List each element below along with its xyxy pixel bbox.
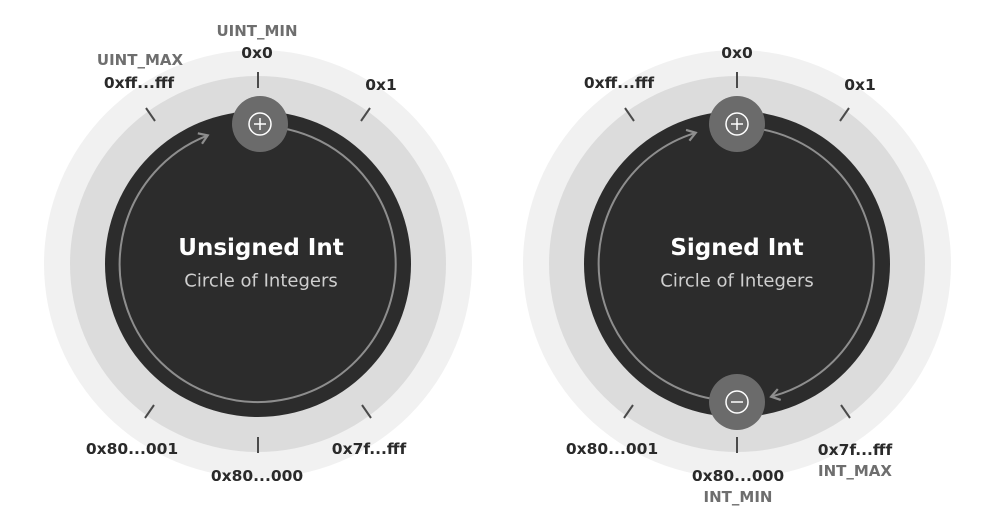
signed-bottom-right-value: 0x7f...fff xyxy=(817,441,893,459)
unsigned-subtitle: Circle of Integers xyxy=(184,270,338,292)
int-min-label: INT_MIN xyxy=(703,488,773,506)
signed-top-right-value: 0x1 xyxy=(844,76,876,94)
int-max-label: INT_MAX xyxy=(818,462,892,480)
uint-min-label: UINT_MIN xyxy=(216,22,298,40)
signed-tick-bottom-right xyxy=(840,404,851,419)
signed-bottom-left-value: 0x80...001 xyxy=(565,440,659,458)
minus-circle-icon xyxy=(725,390,749,414)
signed-top-value: 0x0 xyxy=(721,44,753,62)
unsigned-tick-top-left xyxy=(145,107,156,122)
unsigned-plus-badge xyxy=(232,96,288,152)
signed-subtitle: Circle of Integers xyxy=(660,270,814,292)
signed-left-arrow xyxy=(597,128,728,402)
signed-top-left-value: 0xff...fff xyxy=(583,74,655,92)
unsigned-top-value: 0x0 xyxy=(241,44,273,62)
unsigned-bottom-value: 0x80...000 xyxy=(210,467,304,485)
unsigned-top-left-value: 0xff...fff xyxy=(103,74,175,92)
plus-circle-icon xyxy=(725,112,749,136)
signed-tick-top-right xyxy=(839,107,850,122)
signed-bottom-value: 0x80...000 xyxy=(691,467,785,485)
unsigned-circle xyxy=(44,50,472,478)
plus-circle-icon xyxy=(248,112,272,136)
signed-minus-badge xyxy=(709,374,765,430)
unsigned-bottom-right-value: 0x7f...fff xyxy=(331,440,407,458)
signed-circle xyxy=(523,50,951,478)
unsigned-tick-top-right xyxy=(360,107,371,122)
unsigned-tick-bottom-right xyxy=(361,404,372,419)
signed-core xyxy=(584,111,890,417)
unsigned-clockwise-arrow xyxy=(118,125,397,403)
unsigned-bottom-left-value: 0x80...001 xyxy=(85,440,179,458)
unsigned-title: Unsigned Int xyxy=(178,235,344,261)
uint-max-label: UINT_MAX xyxy=(96,51,184,69)
unsigned-tick-bottom-left xyxy=(144,404,155,419)
signed-tick-bottom-left xyxy=(623,404,634,419)
signed-title: Signed Int xyxy=(670,235,804,261)
signed-tick-top-left xyxy=(624,107,635,122)
signed-plus-badge xyxy=(709,96,765,152)
unsigned-top-right-value: 0x1 xyxy=(365,76,397,94)
signed-right-arrow xyxy=(746,126,875,401)
unsigned-core xyxy=(105,111,411,417)
